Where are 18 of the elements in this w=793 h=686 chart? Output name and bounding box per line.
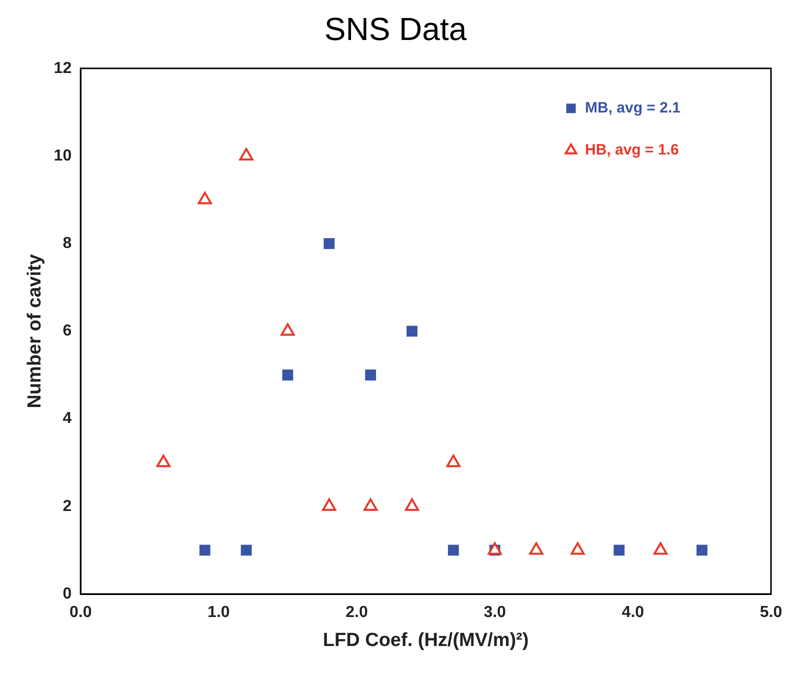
legend-label: MB, avg = 2.1 <box>585 100 680 117</box>
y-tick-label: 0 <box>62 585 72 602</box>
y-tick-label: 12 <box>54 60 72 77</box>
legend-label: HB, avg = 1.6 <box>585 142 679 159</box>
y-tick-label: 10 <box>54 147 72 164</box>
y-tick-label: 4 <box>62 410 72 428</box>
y-tick-label: 2 <box>62 498 72 515</box>
x-tick-label: 5.0 <box>760 604 782 622</box>
x-tick-label: 0.0 <box>69 604 92 622</box>
x-axis-title: LFD Coef. (Hz/(MV/m)²) <box>322 630 529 651</box>
x-tick-label: 4.0 <box>622 604 644 622</box>
chart-title: SNS Data <box>324 11 467 48</box>
y-axis-title: Number of cavity <box>24 254 46 408</box>
x-tick-label: 3.0 <box>484 604 506 622</box>
x-tick-label: 1.0 <box>208 604 230 622</box>
y-tick-label: 8 <box>62 235 72 252</box>
y-tick-label: 6 <box>62 322 72 340</box>
x-tick-label: 2.0 <box>346 604 368 622</box>
